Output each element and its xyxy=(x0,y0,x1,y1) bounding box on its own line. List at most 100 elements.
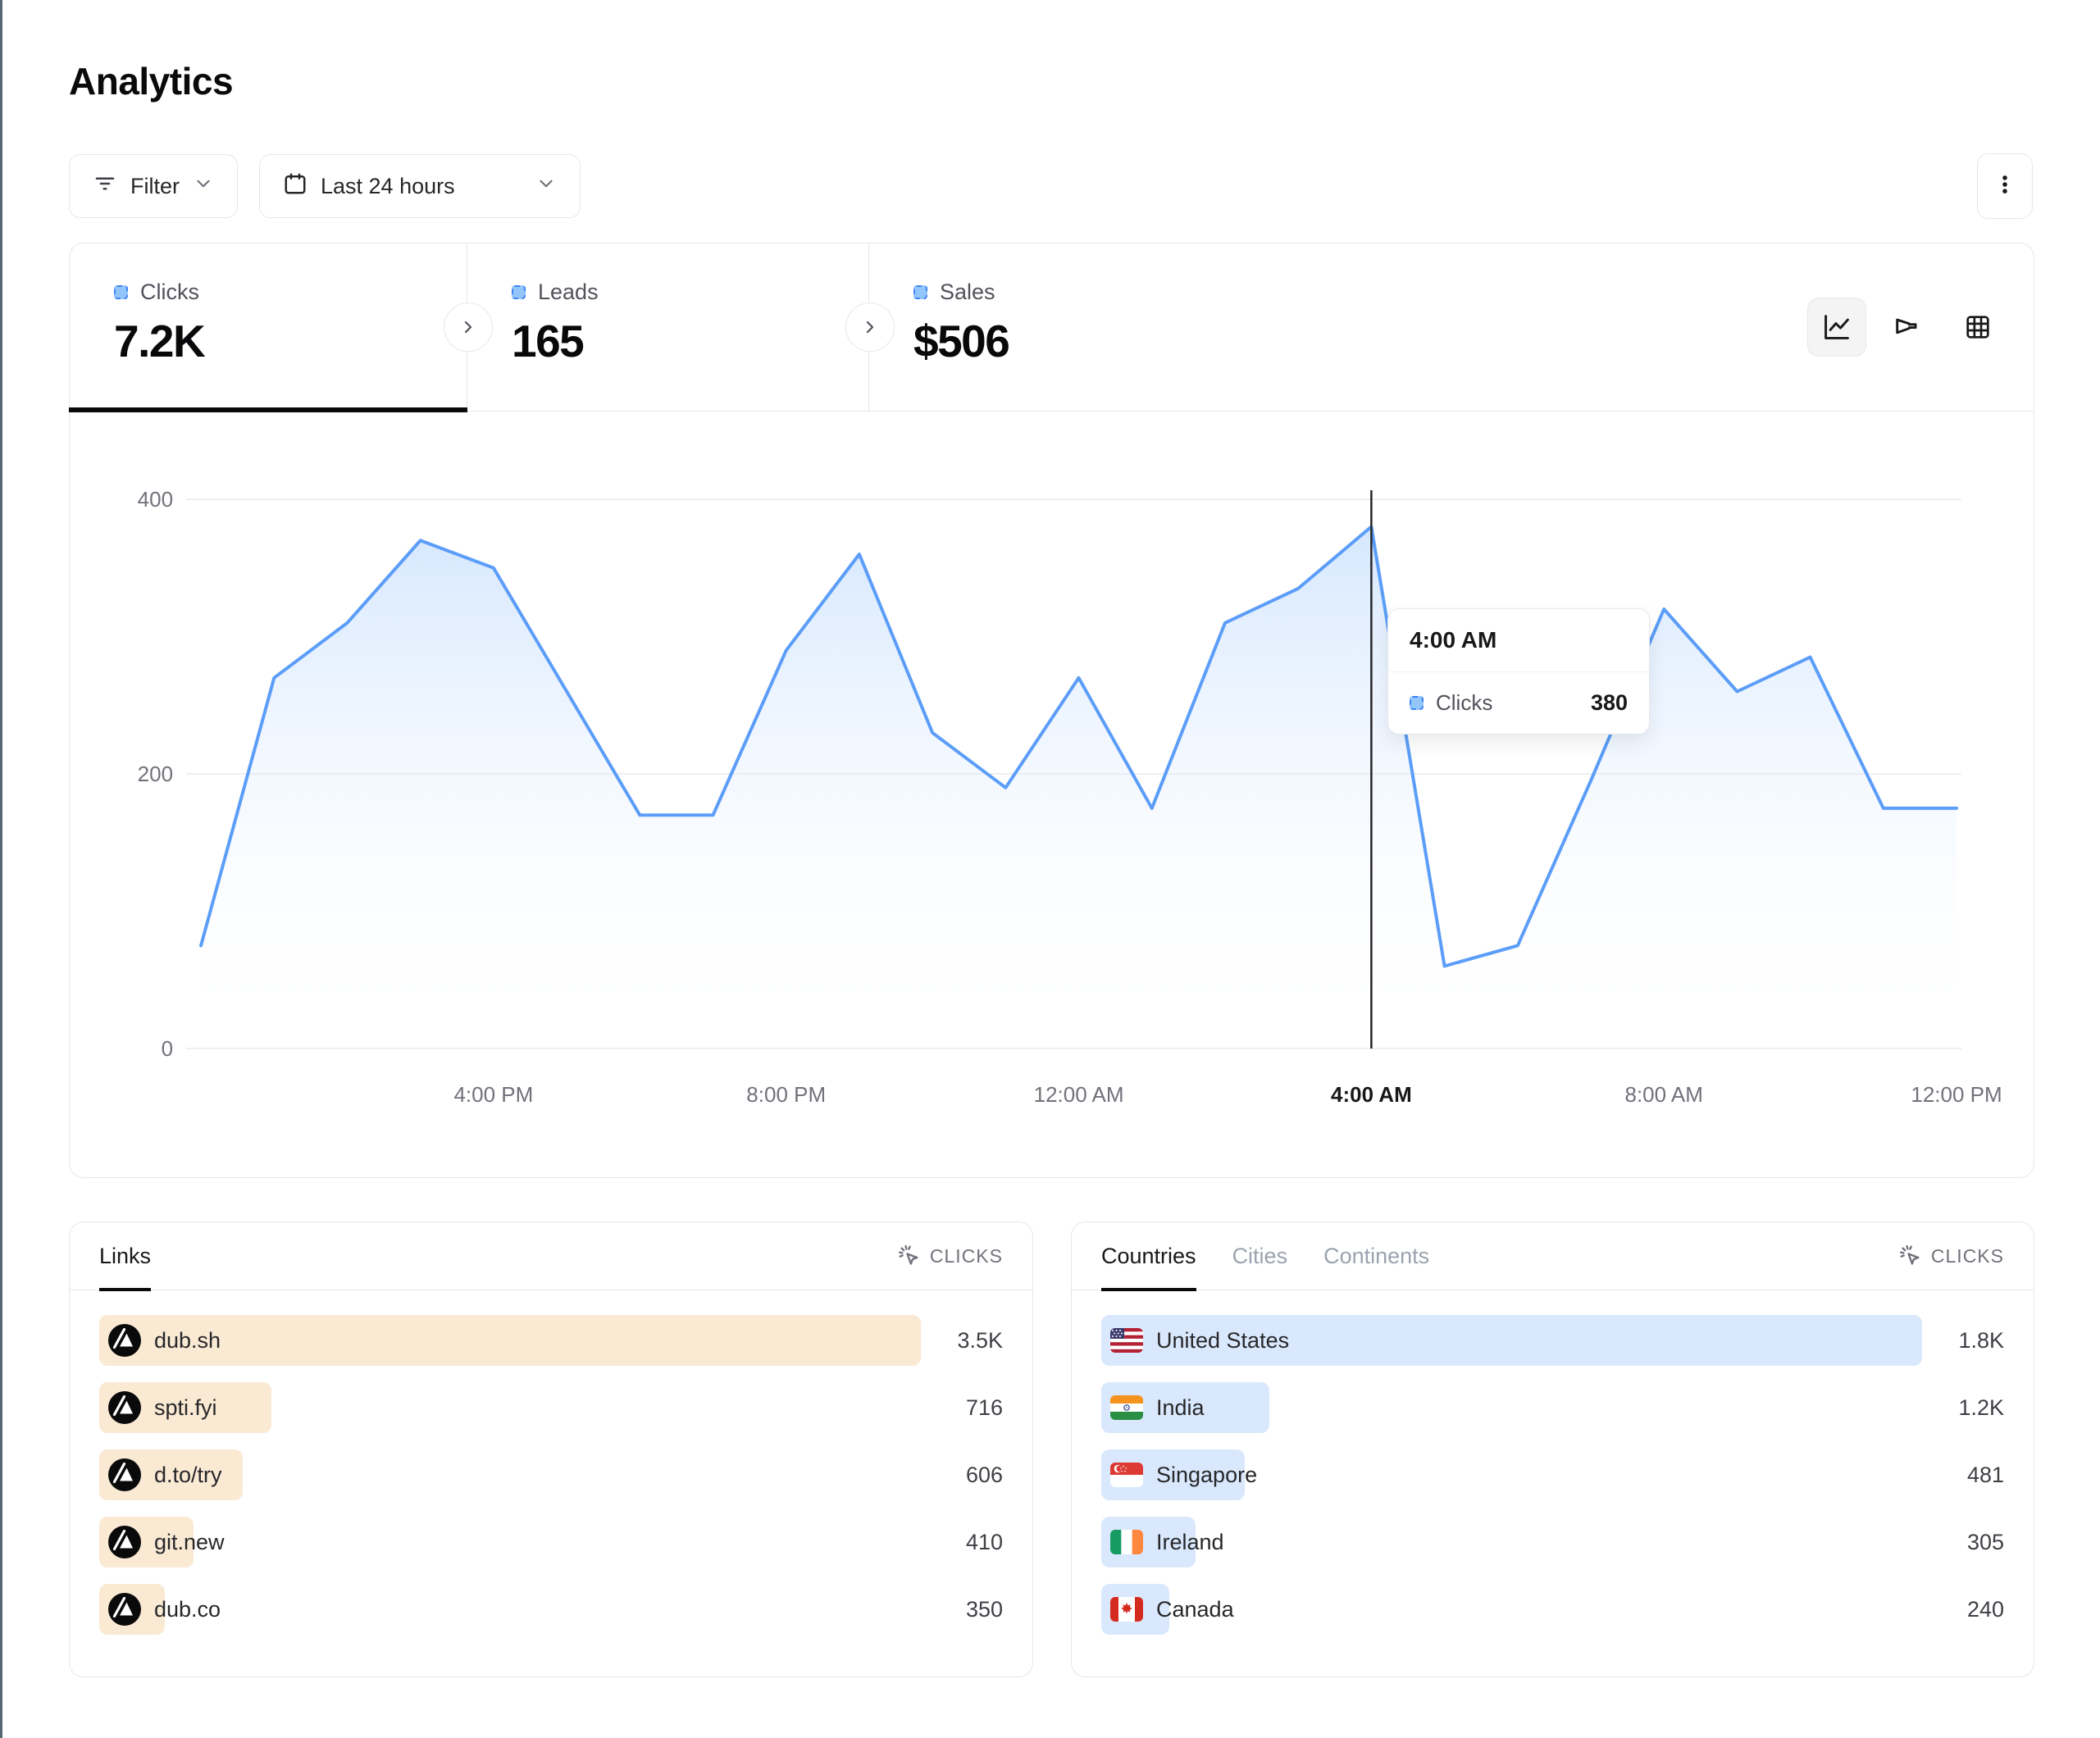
page-title: Analytics xyxy=(69,60,234,102)
flag-icon-ca xyxy=(1110,1597,1143,1622)
dub-logo-icon xyxy=(108,1324,141,1357)
flag-icon-sg xyxy=(1110,1463,1143,1487)
line-chart-view-button[interactable] xyxy=(1807,298,1866,357)
sales-value: $506 xyxy=(913,316,1010,366)
flag-icon-ie xyxy=(1110,1530,1143,1554)
area-chart-canvas[interactable]: 400 200 0 4:00 PM 8:00 PM 12:00 AM 4:00 AM 8:00… xyxy=(70,412,2034,1176)
geo-panel-header: Countries Cities Continents CLICKS xyxy=(1072,1222,2034,1291)
bar-track: India xyxy=(1101,1382,1922,1433)
value-bar xyxy=(99,1315,921,1366)
list-item[interactable]: spti.fyi 716 xyxy=(99,1382,1003,1433)
list-item-label: Canada xyxy=(1156,1596,1234,1622)
bar-track: Singapore xyxy=(1101,1449,1922,1500)
x-axis-tick-label: 4:00 PM xyxy=(453,1082,533,1107)
clicks-value: 7.2K xyxy=(114,316,206,366)
list-item[interactable]: Ireland 305 xyxy=(1101,1517,2004,1567)
sales-tab-label: Sales xyxy=(940,280,995,304)
tab-links[interactable]: Links xyxy=(99,1222,152,1291)
bar-track: Ireland xyxy=(1101,1517,1922,1567)
more-options-button[interactable] xyxy=(1977,153,2033,219)
list-item-value: 481 xyxy=(1966,1462,2004,1487)
links-panel: Links CLICKS dub.sh 3.5K spti.fyi 716 d.to/t… xyxy=(69,1222,1033,1677)
tab-continents[interactable]: Continents xyxy=(1323,1222,1429,1290)
list-item[interactable]: git.new 410 xyxy=(99,1517,1003,1567)
chevron-down-icon xyxy=(535,173,557,200)
tab-leads[interactable]: Leads 165 xyxy=(467,243,869,411)
geo-metric-header[interactable]: CLICKS xyxy=(1898,1244,2004,1268)
list-item[interactable]: Singapore 481 xyxy=(1101,1449,2004,1500)
continents-tab-label: Continents xyxy=(1323,1243,1430,1268)
analytics-chart-card: Clicks 7.2K Leads 165 Sales $506 xyxy=(69,243,2034,1178)
date-range-button[interactable]: Last 24 hours xyxy=(259,154,581,218)
bar-track: dub.co xyxy=(99,1584,921,1635)
list-item[interactable]: dub.sh 3.5K xyxy=(99,1315,1003,1366)
expand-clicks-button[interactable] xyxy=(444,303,493,352)
links-panel-header: Links CLICKS xyxy=(70,1222,1032,1291)
active-tab-underline xyxy=(1101,1287,1196,1291)
y-axis-tick-label: 200 xyxy=(138,762,173,786)
funnel-chart-icon xyxy=(1896,318,1917,334)
geo-list: United States 1.8K India 1.2K Singapore 481 Ir… xyxy=(1072,1290,2034,1635)
filter-button[interactable]: Filter xyxy=(69,154,238,218)
list-item-label: dub.co xyxy=(154,1596,221,1622)
active-tab-underline xyxy=(99,1287,152,1291)
table-grid-icon xyxy=(1966,316,1989,339)
kebab-menu-icon xyxy=(1993,172,2017,201)
clicks-tab-label: Clicks xyxy=(140,280,199,304)
expand-leads-button[interactable] xyxy=(845,303,895,352)
dub-logo-icon xyxy=(108,1593,141,1626)
bar-track: spti.fyi xyxy=(99,1382,921,1433)
tab-countries[interactable]: Countries xyxy=(1101,1222,1196,1291)
tab-sales[interactable]: Sales $506 xyxy=(869,243,2034,411)
bar-track: United States xyxy=(1101,1315,1922,1366)
tab-clicks[interactable]: Clicks 7.2K xyxy=(69,243,467,412)
list-item[interactable]: India 1.2K xyxy=(1101,1382,2004,1433)
x-axis-tick-label: 4:00 AM xyxy=(1331,1082,1412,1107)
tab-cities[interactable]: Cities xyxy=(1232,1222,1288,1290)
list-item-value: 606 xyxy=(965,1462,1003,1487)
chart-tooltip: 4:00 AM Clicks 380 xyxy=(1387,608,1650,735)
list-item-label: spti.fyi xyxy=(154,1394,217,1420)
list-item[interactable]: Canada 240 xyxy=(1101,1584,2004,1635)
flag-icon-us xyxy=(1110,1328,1143,1353)
list-item-value: 240 xyxy=(1966,1596,2004,1622)
clicks-time-series-chart[interactable]: 400 200 0 4:00 PM 8:00 PM 12:00 AM 4:00 AM 8:00… xyxy=(70,412,2034,1176)
date-range-label: Last 24 hours xyxy=(321,173,455,198)
bar-track: dub.sh xyxy=(99,1315,921,1366)
chevron-down-icon xyxy=(193,173,214,200)
chart-line xyxy=(199,525,1959,968)
x-axis-tick-label: 8:00 PM xyxy=(746,1082,826,1107)
tooltip-value: 380 xyxy=(1590,690,1628,715)
list-item[interactable]: d.to/try 606 xyxy=(99,1449,1003,1500)
x-axis-tick-label: 12:00 PM xyxy=(1911,1082,2002,1107)
table-view-button[interactable] xyxy=(1948,298,2007,357)
leads-value: 165 xyxy=(512,316,585,366)
line-chart-icon xyxy=(1824,315,1849,339)
list-item-label: United States xyxy=(1156,1327,1290,1353)
chevron-right-icon xyxy=(464,321,472,334)
list-item[interactable]: United States 1.8K xyxy=(1101,1315,2004,1366)
list-item-value: 3.5K xyxy=(957,1327,1003,1353)
list-item-label: India xyxy=(1156,1394,1205,1420)
list-item-label: Singapore xyxy=(1156,1462,1258,1487)
stats-tabs: Clicks 7.2K Leads 165 Sales $506 xyxy=(69,243,2034,412)
cursor-click-icon xyxy=(898,1244,918,1265)
list-item-value: 350 xyxy=(965,1596,1003,1622)
links-metric-header[interactable]: CLICKS xyxy=(897,1244,1003,1268)
dub-logo-icon xyxy=(108,1526,141,1558)
chart-area-fill xyxy=(201,526,1957,1049)
funnel-view-button[interactable] xyxy=(1878,298,1937,357)
list-item-label: git.new xyxy=(154,1529,225,1554)
list-item[interactable]: dub.co 350 xyxy=(99,1584,1003,1635)
list-item-value: 410 xyxy=(965,1529,1003,1554)
x-axis-tick-label: 8:00 AM xyxy=(1624,1082,1702,1107)
clicks-legend-swatch xyxy=(114,285,128,299)
y-axis-tick-label: 400 xyxy=(138,487,173,512)
y-axis-tick-label: 0 xyxy=(162,1036,173,1061)
list-item-value: 1.2K xyxy=(1958,1394,2004,1420)
toolbar: Filter Last 24 hours xyxy=(69,153,2033,219)
calendar-icon xyxy=(283,171,307,202)
tooltip-series-label: Clicks xyxy=(1436,690,1493,715)
bar-track: git.new xyxy=(99,1517,921,1567)
list-item-value: 1.8K xyxy=(1958,1327,2004,1353)
